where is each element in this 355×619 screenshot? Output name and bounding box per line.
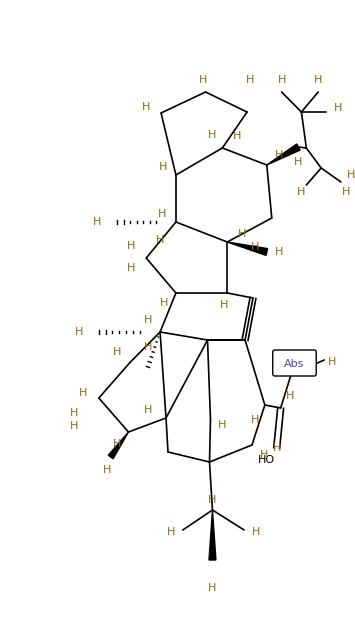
Text: H: H (346, 170, 355, 180)
Text: H: H (294, 157, 302, 167)
Polygon shape (227, 242, 268, 256)
Text: H: H (208, 583, 217, 593)
Text: H: H (246, 75, 254, 85)
Text: H: H (156, 235, 164, 245)
Polygon shape (267, 144, 300, 165)
Text: H: H (297, 187, 306, 197)
Text: H: H (251, 415, 259, 425)
Text: H: H (220, 300, 229, 310)
Text: H: H (208, 130, 217, 140)
Text: H: H (273, 443, 281, 453)
Text: H: H (251, 242, 259, 252)
Text: H: H (159, 162, 167, 172)
Text: H: H (158, 209, 166, 219)
Text: H: H (342, 187, 350, 197)
Text: H: H (127, 241, 136, 251)
Polygon shape (108, 432, 129, 459)
Text: H: H (103, 465, 111, 475)
Text: H: H (208, 495, 217, 505)
Text: H: H (70, 421, 78, 431)
Text: H: H (93, 217, 101, 227)
Text: H: H (75, 327, 83, 337)
Text: H: H (286, 391, 295, 401)
Text: H: H (144, 342, 152, 352)
Text: H: H (144, 405, 152, 415)
Text: H: H (314, 75, 322, 85)
Text: H: H (198, 75, 207, 85)
Text: HO: HO (258, 455, 275, 465)
Text: H: H (142, 102, 151, 112)
Text: H: H (70, 408, 78, 418)
Text: H: H (274, 247, 283, 257)
Text: H: H (278, 75, 286, 85)
Text: H: H (334, 103, 342, 113)
Polygon shape (209, 510, 216, 560)
Text: H: H (218, 420, 226, 430)
Text: H: H (79, 388, 87, 398)
Text: H: H (328, 357, 336, 367)
Text: H: H (113, 347, 121, 357)
Text: H: H (144, 315, 152, 325)
Text: H: H (127, 263, 136, 273)
Text: H: H (274, 150, 283, 160)
Text: H: H (260, 450, 268, 460)
Text: Abs: Abs (284, 359, 305, 369)
Text: H: H (252, 527, 260, 537)
Text: H: H (238, 229, 246, 239)
Text: H: H (113, 439, 121, 449)
FancyBboxPatch shape (273, 350, 316, 376)
Text: H: H (167, 527, 175, 537)
Text: H: H (160, 298, 168, 308)
Text: H: H (233, 131, 241, 141)
